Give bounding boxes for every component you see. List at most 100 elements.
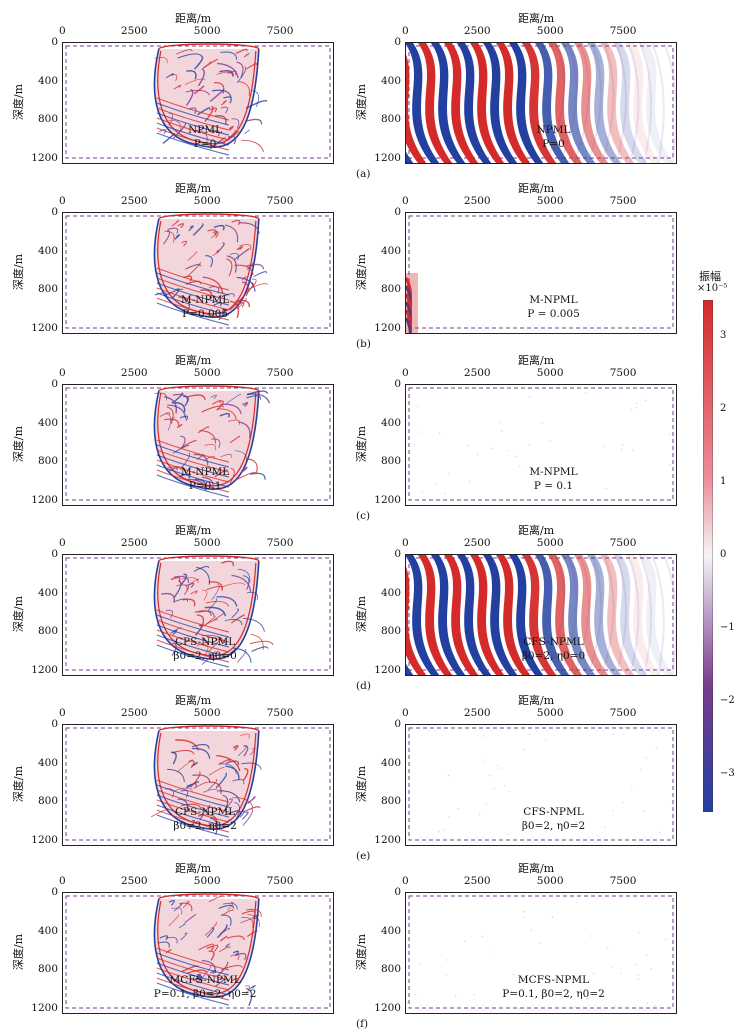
wave-trace — [178, 923, 186, 929]
noise-dot — [500, 767, 503, 769]
wave-trace — [234, 264, 254, 276]
noise-dot — [542, 838, 544, 840]
wave-trace — [196, 614, 205, 629]
noise-dot — [540, 809, 542, 811]
y-tick-label: 400 — [37, 74, 58, 87]
method-label: M-NPML — [529, 466, 578, 478]
wave-trace — [222, 794, 229, 812]
wave-trace — [177, 223, 184, 229]
fading-ripple — [587, 555, 603, 675]
x-tick-label: 5000 — [536, 367, 564, 379]
wavefield-canvas — [408, 385, 675, 503]
y-tick-label: 0 — [51, 206, 58, 218]
y-tick-label: 400 — [37, 416, 58, 429]
noise-dot — [611, 965, 613, 968]
x-tick-label: 2500 — [463, 875, 491, 887]
wave-trace — [167, 768, 185, 783]
wave-trace — [231, 574, 252, 592]
wave-trace — [219, 935, 228, 942]
reflection-band — [522, 43, 557, 163]
x-tick-label: 0 — [402, 367, 409, 379]
noise-dot — [490, 447, 492, 449]
wave-trace — [179, 473, 191, 479]
fading-ripple — [601, 555, 615, 675]
x-axis-title: 距离/m — [518, 182, 555, 195]
noise-dot — [435, 482, 437, 485]
reflected-streak — [156, 444, 229, 468]
subfigure-label: (b) — [356, 338, 371, 350]
method-label: NPML — [536, 124, 571, 136]
wave-trace — [171, 907, 183, 915]
wave-trace — [215, 978, 225, 987]
x-tick-label: 7500 — [266, 195, 294, 207]
x-tick-label: 2500 — [463, 25, 491, 37]
y-tick-label: 1200 — [31, 322, 58, 334]
wave-trace — [232, 745, 239, 751]
noise-dot — [514, 455, 516, 457]
reflection-band — [574, 555, 609, 675]
wave-trace — [237, 952, 247, 961]
noise-dot — [671, 804, 673, 806]
reflected-streak — [156, 957, 229, 981]
noise-dot — [501, 430, 503, 432]
y-tick-label: 800 — [37, 283, 58, 296]
wave-trace — [188, 760, 195, 769]
noise-dot — [636, 402, 638, 404]
wave-trace — [246, 262, 255, 270]
wave-trace — [210, 394, 217, 399]
noise-dot — [528, 733, 530, 735]
wave-trace — [207, 598, 218, 612]
wave-trace — [186, 969, 208, 974]
fading-ripple — [639, 555, 653, 675]
x-axis-title: 距离/m — [518, 354, 555, 367]
wave-trace — [241, 762, 262, 770]
noise-dot — [655, 747, 657, 749]
wave-trace — [236, 302, 245, 308]
y-tick-label: 800 — [380, 455, 401, 468]
wave-trace — [165, 73, 174, 79]
wave-trace — [193, 781, 208, 790]
y-tick-label: 800 — [380, 795, 401, 808]
reflection-band — [406, 567, 427, 675]
noise-dot — [489, 951, 492, 953]
noise-dot — [660, 501, 662, 503]
noise-dot — [646, 954, 648, 956]
wave-trace — [176, 423, 183, 429]
wave-trace — [150, 809, 168, 818]
y-axis-title: 深度/m — [355, 933, 369, 971]
wave-trace — [157, 941, 170, 948]
reflection-band — [639, 43, 674, 163]
noise-dot — [479, 813, 481, 815]
x-tick-label: 5000 — [193, 367, 221, 379]
wave-trace — [214, 81, 225, 94]
reflected-streak — [156, 614, 229, 638]
noise-dot — [506, 450, 508, 452]
wave-trace — [181, 577, 199, 583]
parameter-label: P=0 — [542, 138, 565, 150]
wave-trace — [242, 767, 249, 781]
noise-dot — [518, 1007, 520, 1009]
reflection-band — [431, 555, 466, 675]
wave-trace — [243, 745, 249, 757]
reflected-streak — [156, 469, 229, 493]
y-axis-title: 深度/m — [12, 933, 26, 971]
wave-trace — [218, 946, 231, 953]
noise-dot — [557, 385, 560, 386]
wave-trace — [242, 575, 250, 590]
wave-trace — [225, 943, 231, 948]
noise-dot — [508, 790, 510, 792]
wave-trace — [253, 271, 268, 278]
noise-dot — [419, 963, 421, 965]
noise-dot — [570, 815, 572, 817]
wave-trace — [192, 223, 204, 236]
parameter-label: P=0 — [193, 138, 217, 150]
reflection-band — [613, 555, 648, 675]
wave-trace — [232, 779, 245, 785]
wave-trace — [222, 902, 238, 910]
method-label: M-NPML — [180, 466, 230, 478]
wavefield-canvas — [406, 43, 676, 163]
x-tick-label: 5000 — [536, 25, 564, 37]
noise-dot — [420, 431, 422, 433]
wave-trace — [194, 478, 207, 491]
wave-trace — [168, 899, 175, 906]
